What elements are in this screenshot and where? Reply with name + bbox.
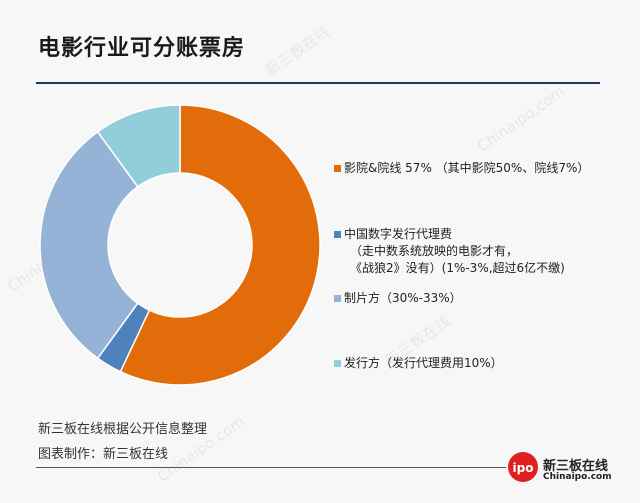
legend-label-producer: 制片方（30%-33%） xyxy=(344,291,462,305)
legend-label-digital-distribution: 中国数字发行代理费 xyxy=(344,227,453,241)
slice-distributor xyxy=(96,104,181,188)
source-note: 新三板在线根据公开信息整理 xyxy=(38,422,208,437)
legend-swatch-cinema xyxy=(334,165,341,172)
chart-credit: 图表制作：新三板在线 xyxy=(38,447,169,462)
legend-label-cinema: 影院&院线 57% （其中影院50%、院线7%） xyxy=(344,161,590,175)
legend-swatch-digital-distribution xyxy=(334,231,341,238)
legend-label-distributor: 发行方（发行代理费用10%） xyxy=(344,356,503,370)
legend-swatch-distributor xyxy=(334,360,341,367)
legend-swatch-producer xyxy=(334,295,341,302)
title-divider xyxy=(36,82,600,84)
brand-site: Chinaipo.com xyxy=(543,472,612,482)
donut-chart xyxy=(39,104,321,386)
chart-title: 电影行业可分账票房 xyxy=(38,36,246,61)
footer-divider xyxy=(36,467,506,468)
watermark: 新三板在线 xyxy=(261,22,334,80)
slice-cinema xyxy=(119,104,321,386)
watermark: Chinaipo.com xyxy=(474,82,569,156)
slice-producer xyxy=(39,130,139,360)
brand-name: 新三板在线 xyxy=(543,459,609,474)
legend-note-digital-distribution: （走中数系统放映的电影才有， 《战狼2》没有）(1%-3%,超过6亿不缴) xyxy=(350,244,565,275)
ipo-logo-icon: ipo xyxy=(508,452,538,482)
